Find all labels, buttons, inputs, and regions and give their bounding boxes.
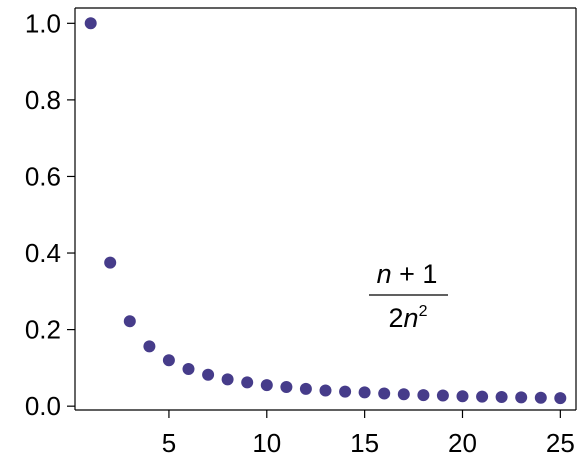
y-tick-label: 0.6 <box>25 161 61 191</box>
data-point <box>554 392 567 405</box>
y-tick-label: 0.0 <box>25 391 61 421</box>
data-point <box>417 389 430 402</box>
data-point <box>319 384 332 397</box>
data-point <box>280 381 293 393</box>
data-point <box>397 388 410 401</box>
x-tick-label: 10 <box>252 428 281 458</box>
formula-denominator-exp: 2 <box>419 303 428 320</box>
x-tick-label: 25 <box>546 428 575 458</box>
data-point <box>436 389 449 402</box>
data-point <box>378 387 391 400</box>
data-point <box>123 315 136 328</box>
x-tick-label: 15 <box>350 428 379 458</box>
data-point <box>456 390 469 403</box>
data-point <box>104 256 117 269</box>
data-point <box>143 340 156 353</box>
formula-denominator: 2n2 <box>389 303 428 333</box>
data-point <box>202 368 215 381</box>
data-point <box>339 385 352 398</box>
y-tick-label: 1.0 <box>25 8 61 38</box>
data-point <box>534 391 547 404</box>
formula-annotation: n + 1 2n2 <box>369 259 448 333</box>
y-tick-label: 0.4 <box>25 238 61 268</box>
axes <box>74 7 577 411</box>
formula-denominator-coef: 2 <box>389 303 404 333</box>
data-point <box>260 379 273 392</box>
y-tick-label: 0.8 <box>25 85 61 115</box>
formula-numerator-var: n <box>377 259 392 289</box>
data-point <box>299 382 312 395</box>
formula-denominator-var: n <box>404 303 419 333</box>
data-point <box>358 386 371 399</box>
data-points <box>84 17 567 405</box>
data-point <box>84 17 97 30</box>
x-tick-label: 5 <box>162 428 176 458</box>
ticks: 0.0 0.2 0.4 0.6 0.8 1.0 5 10 15 20 25 <box>25 8 575 458</box>
data-point <box>221 373 234 386</box>
formula-numerator-rest: + 1 <box>392 259 438 289</box>
data-point <box>162 354 175 367</box>
data-point <box>495 391 508 403</box>
y-tick-label: 0.2 <box>25 315 61 345</box>
data-point <box>515 391 528 404</box>
data-point <box>476 390 489 403</box>
data-point <box>241 376 254 389</box>
data-point <box>182 363 195 375</box>
x-tick-label: 20 <box>448 428 477 458</box>
formula-numerator: n + 1 <box>377 259 438 289</box>
